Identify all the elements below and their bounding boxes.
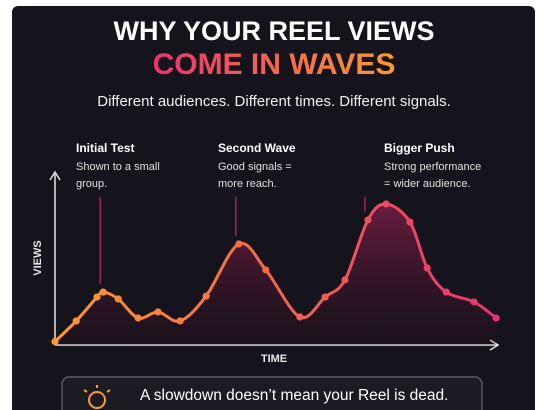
annotation-title: Second Wave: [218, 141, 296, 155]
point: [235, 240, 243, 248]
area: [55, 203, 497, 345]
subtitle: Different audiences. Different times. Di…: [97, 93, 451, 110]
point: [262, 266, 270, 274]
point: [470, 298, 478, 306]
x-axis-label: TIME: [261, 353, 287, 365]
point: [296, 313, 304, 321]
title: WHY YOUR REEL VIEWS: [113, 16, 434, 46]
point: [406, 218, 414, 226]
point: [93, 293, 101, 301]
annotation-title: Bigger Push: [384, 141, 455, 155]
point: [492, 314, 500, 322]
note-box: [61, 376, 483, 410]
annotation-text: more reach.: [218, 178, 277, 190]
point: [114, 295, 122, 303]
annotation-text: group.: [76, 178, 107, 190]
point: [176, 317, 184, 325]
annotation-title: Initial Test: [76, 141, 134, 155]
point: [99, 288, 107, 296]
point: [72, 317, 80, 325]
note: A slowdown doesn’t mean your Reel is dea…: [140, 387, 448, 404]
point: [51, 337, 59, 346]
annotation-text: Shown to a small: [76, 161, 160, 173]
point: [321, 293, 329, 301]
point: [341, 276, 349, 284]
point: [423, 264, 431, 272]
point: [382, 200, 390, 208]
y-axis-label: VIEWS: [32, 240, 44, 275]
annotation-text: Good signals =: [218, 161, 292, 173]
point: [202, 292, 210, 300]
point: [364, 216, 372, 224]
title-highlight: COME IN WAVES: [153, 48, 396, 81]
point: [134, 314, 142, 322]
point: [154, 308, 162, 316]
lightbulb-icon: [83, 385, 111, 409]
annotation-text: Strong performance: [384, 161, 481, 173]
annotation-text: = wider audience.: [384, 178, 471, 190]
point: [442, 288, 450, 296]
